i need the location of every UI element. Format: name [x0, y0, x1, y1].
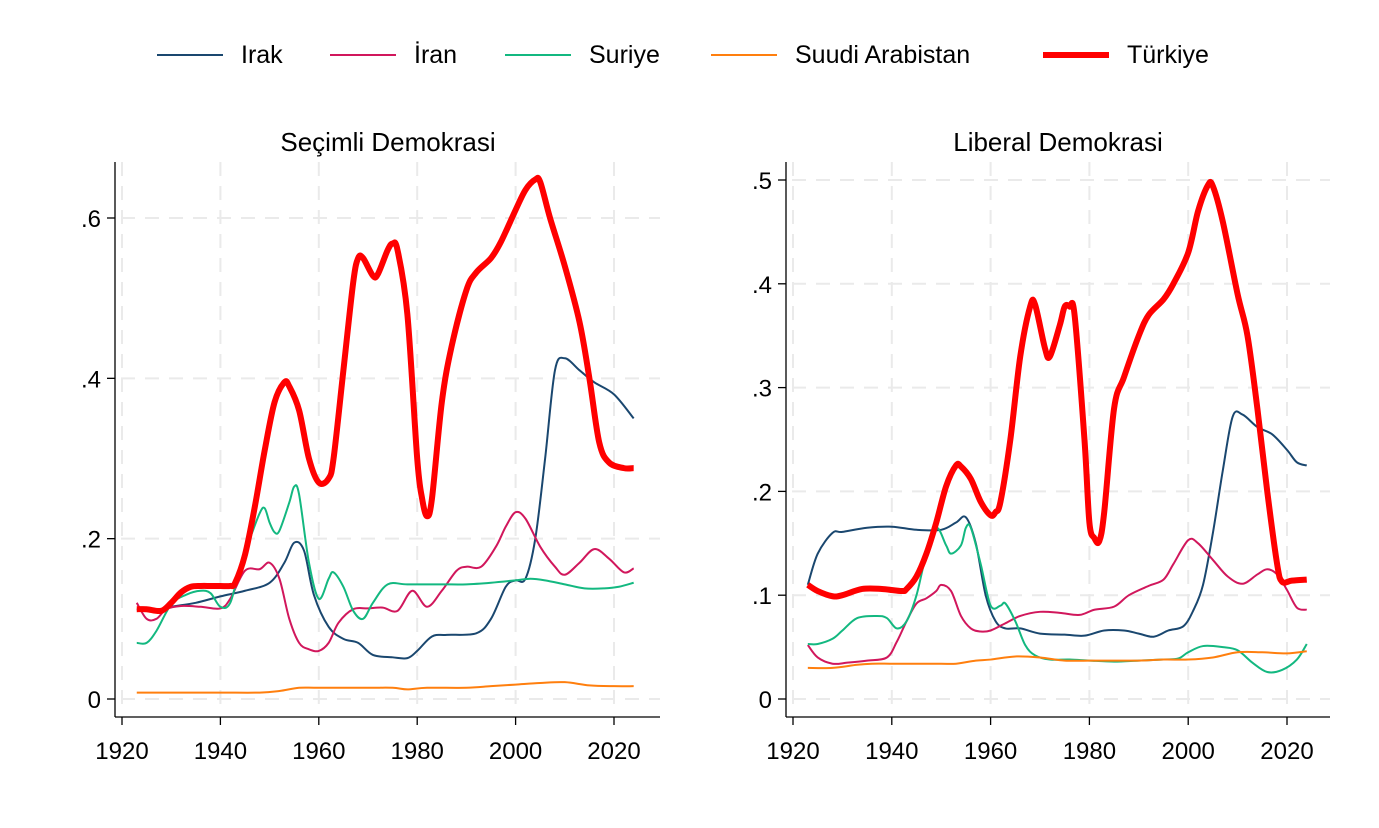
series-line-irak [806, 410, 1308, 638]
legend-label: Suriye [589, 40, 660, 69]
legend-swatch-iran [330, 54, 396, 56]
legend-swatch-turkiye [1043, 52, 1109, 58]
series-line-suudi-arabistan [807, 650, 1307, 670]
x-tick-label: 1960 [964, 738, 1017, 765]
x-tick-label: 1960 [292, 738, 345, 765]
y-tick-label: .3 [752, 376, 772, 403]
x-tick-label: 2000 [489, 738, 542, 765]
y-tick-label: .4 [752, 272, 772, 299]
y-tick-label: .6 [81, 206, 101, 233]
x-tick-label: 1940 [865, 738, 918, 765]
legend-label: Türkiye [1127, 40, 1209, 69]
panel-secimli-demokrasi: Seçimli Demokrasi 0 .2 .4 .6 1920 1940 1960 1980… [81, 127, 660, 765]
y-tick-label: 0 [88, 687, 101, 714]
x-tick-label: 2020 [1260, 738, 1313, 765]
legend-item-turkiye: Türkiye [1043, 30, 1209, 80]
x-tick-label: 1980 [391, 738, 444, 765]
y-tick-label: .1 [752, 583, 772, 610]
y-tick-label: 0 [759, 687, 772, 714]
panel-title: Seçimli Demokrasi [280, 127, 495, 157]
legend-label: Irak [241, 40, 283, 69]
series-line-irak [136, 356, 635, 660]
legend-item-irak: Irak [157, 30, 283, 80]
panel-title: Liberal Demokrasi [953, 127, 1163, 157]
series-line-turkiye [806, 178, 1307, 600]
panel-liberal-demokrasi: Liberal Demokrasi 0 .1 .2 .3 .4 .5 1920 1940 1960… [752, 127, 1330, 765]
legend-item-suudi-arabistan: Suudi Arabistan [711, 30, 970, 80]
legend-item-suriye: Suriye [505, 30, 660, 80]
y-tick-label: .2 [752, 479, 772, 506]
legend-label: Suudi Arabistan [795, 40, 971, 69]
legend-swatch-suudi-arabistan [711, 54, 777, 56]
legend-swatch-suriye [505, 54, 571, 56]
legend: Irak İran Suriye Suudi Arabistan Türkiye [0, 30, 1379, 80]
x-tick-label: 1920 [766, 738, 819, 765]
legend-label: İran [414, 40, 458, 69]
series-line-turkiye [136, 174, 634, 615]
legend-item-iran: İran [330, 30, 457, 80]
x-tick-label: 1940 [194, 738, 247, 765]
series-line-suriye [807, 523, 1308, 674]
series-line-suriye [136, 484, 634, 645]
x-tick-label: 1980 [1063, 738, 1116, 765]
series-line-iran [807, 537, 1307, 665]
y-tick-label: .5 [752, 168, 772, 195]
x-tick-label: 2020 [587, 738, 640, 765]
series-line-suudi-arabistan [136, 681, 634, 694]
y-tick-label: .2 [81, 527, 101, 554]
x-tick-label: 1920 [95, 738, 148, 765]
series-line-iran [135, 510, 635, 653]
legend-swatch-irak [157, 54, 223, 56]
x-tick-label: 2000 [1162, 738, 1215, 765]
y-tick-label: .4 [81, 366, 101, 393]
